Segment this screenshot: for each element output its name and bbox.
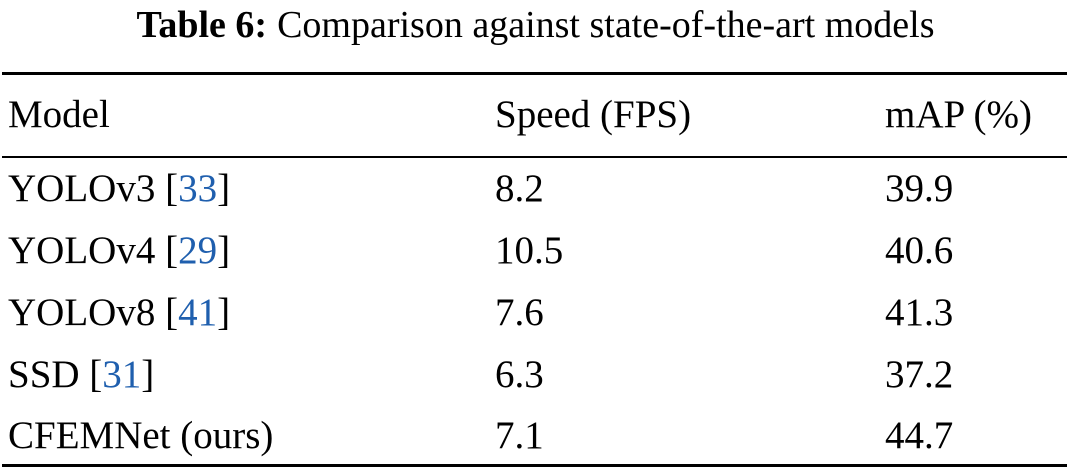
citation-link[interactable]: 33 <box>178 167 218 210</box>
model-text: SSD [ <box>8 353 103 396</box>
citation-link[interactable]: 41 <box>178 291 218 334</box>
model-text: YOLOv3 [ <box>8 167 179 210</box>
citation-link[interactable]: 31 <box>102 353 142 396</box>
speed-cell: 8.2 <box>495 167 544 210</box>
header-cell: mAP (%) <box>885 93 1032 136</box>
map-cell: 37.2 <box>885 353 954 396</box>
header-cell: Speed (FPS) <box>495 93 692 136</box>
model-text: YOLOv8 [ <box>8 291 179 334</box>
model-text: ] <box>217 229 231 272</box>
speed-cell: 10.5 <box>495 229 564 272</box>
model-cell: SSD [31] <box>8 352 154 398</box>
model-cell: YOLOv8 [41] <box>8 290 230 336</box>
table-caption: Table 6: Comparison against state-of-the-… <box>0 2 1071 48</box>
header-cell: Model <box>8 93 110 136</box>
map-cell: 44.7 <box>885 414 954 457</box>
model-text: ] <box>217 291 231 334</box>
model-cell: YOLOv4 [29] <box>8 228 230 274</box>
speed-cell: 7.6 <box>495 291 544 334</box>
speed-cell: 6.3 <box>495 353 544 396</box>
top-rule <box>2 72 1067 75</box>
map-cell: 39.9 <box>885 167 954 210</box>
bottom-rule <box>2 464 1067 467</box>
model-text: CFEMNet (ours) <box>8 414 274 457</box>
map-cell: 40.6 <box>885 229 954 272</box>
caption-label: Table 6: <box>136 4 268 46</box>
speed-cell: 7.1 <box>495 414 544 457</box>
model-cell: YOLOv3 [33] <box>8 166 230 212</box>
citation-link[interactable]: 29 <box>178 229 218 272</box>
model-text: ] <box>141 353 155 396</box>
mid-rule <box>2 156 1067 158</box>
model-text: YOLOv4 [ <box>8 229 179 272</box>
map-cell: 41.3 <box>885 291 954 334</box>
caption-text: Comparison against state-of-the-art mode… <box>277 4 935 46</box>
model-text: ] <box>217 167 231 210</box>
model-cell: CFEMNet (ours) <box>8 413 273 459</box>
